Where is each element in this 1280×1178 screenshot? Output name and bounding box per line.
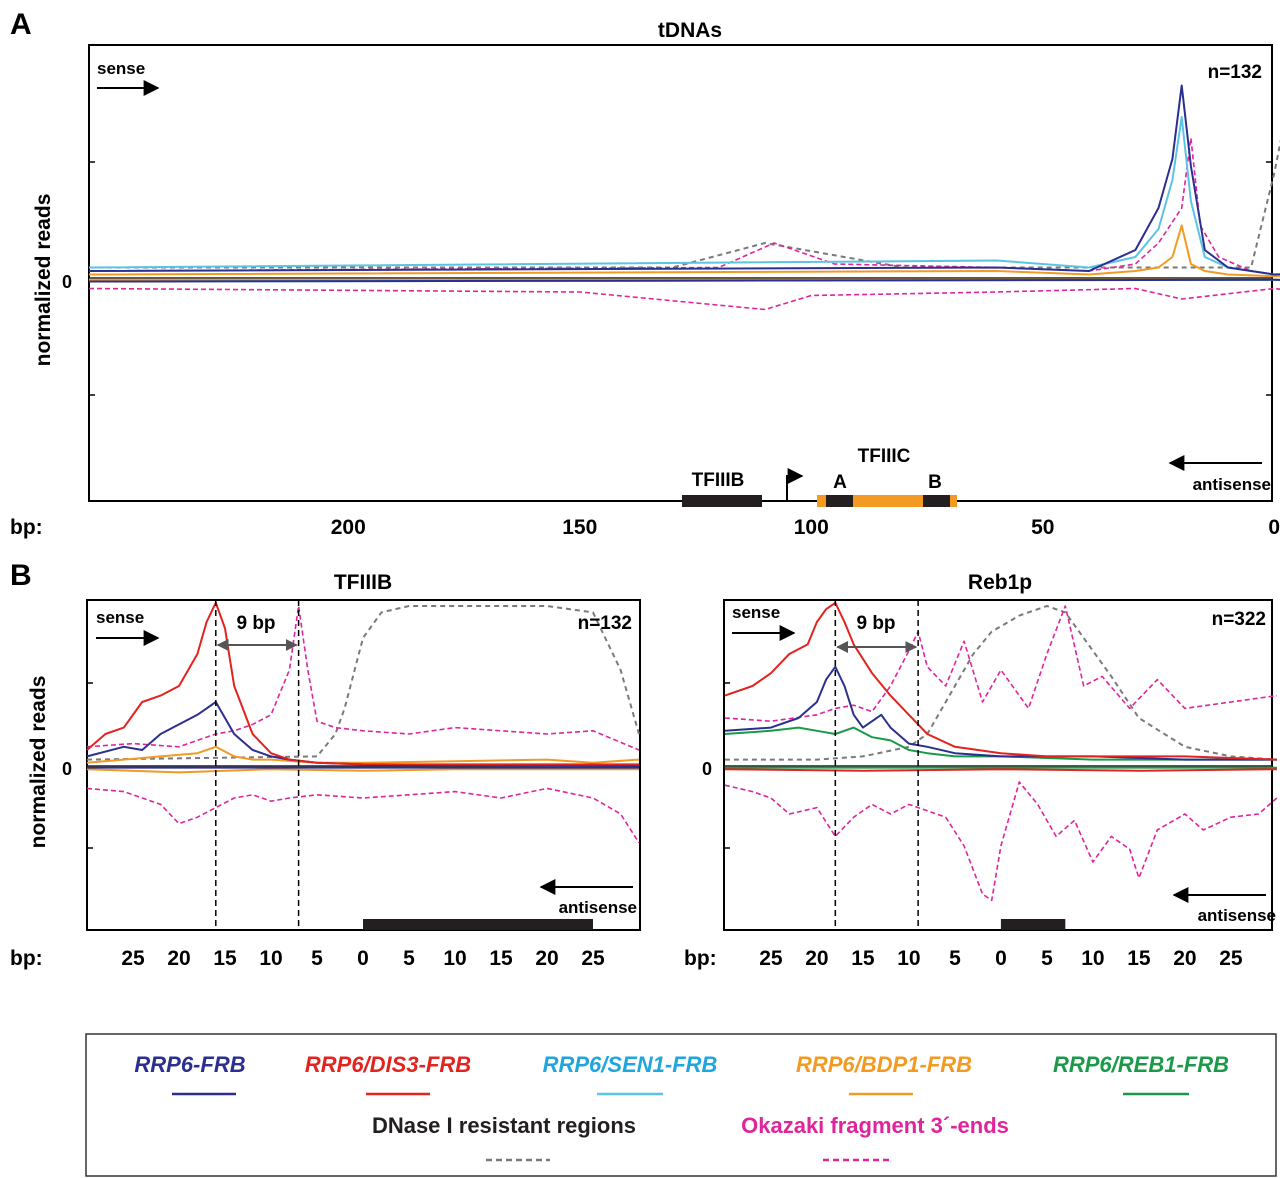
panel-a-series-sen1-antisense [88,278,1280,283]
tfiiib-panel-x-tick-label: 10 [259,947,282,970]
reb1p-panel-x-tick-label: 15 [851,947,875,970]
panel-a-series-okazaki-antisense [88,287,1280,311]
box-b-bar [923,495,950,507]
tfiiib-panel-x-tick-label: 20 [535,947,558,970]
reb1p-panel-spacing-label: 9 bp [856,613,895,634]
tfiiib-panel-x-tick-label: 15 [489,947,513,970]
reb1p-panel-x-tick-label: 20 [805,947,828,970]
panel-a-series-sen1-sense [88,116,1280,276]
tfiiib-binding-bar [682,495,762,507]
reb1p-panel-series-okazaki-sense [724,605,1278,723]
legend-sen1-label: RRP6/SEN1-FRB [543,1052,718,1077]
reb1p-panel-series-dis3-antisense [724,768,1277,772]
tfiiib-panel-series-dis3-sense [86,601,639,766]
legend-reb1-label: RRP6/REB1-FRB [1053,1052,1229,1077]
reb1p-panel-series-dis3-sense [724,601,1277,761]
panel-a-x-tick-label: 0 [1268,516,1280,539]
panel-a-series-bdp1-sense [88,224,1280,278]
reb1p-panel-sense-label: sense [732,603,780,622]
tfiiib-panel-series-okazaki-sense [86,605,640,751]
legend-okazaki-label: Okazaki fragment 3´-ends [741,1113,1009,1138]
reb1p-panel-x-tick-label: 25 [1219,947,1243,970]
panel-a-x-tick-label: 200 [331,516,366,539]
reb1p-panel-bp-label: bp: [684,947,717,970]
panel-a-bp-label: bp: [10,516,43,539]
legend-dnase-label: DNase I resistant regions [372,1113,636,1138]
tfiiic-label: TFIIIC [858,446,911,467]
reb1p-panel-x-ticks: 25 20 15 10 5 0 5 10 15 20 25 [759,947,1243,970]
tfiiib-label: TFIIIB [692,470,745,491]
panel-a-zero-label: 0 [62,272,72,292]
reb1p-panel-x-tick-label: 25 [759,947,783,970]
tfiiib-panel-zero-label: 0 [62,759,72,779]
tfiiib-panel-n-label: n=132 [578,613,632,634]
tfiiib-panel-series-okazaki-antisense [86,787,640,844]
tfiiib-panel-x-tick-label: 5 [311,947,323,970]
reb1p-panel-title: Reb1p [968,571,1032,594]
panel-a-antisense-label: antisense [1193,475,1271,494]
reb1p-panel-x-tick-label: 5 [949,947,961,970]
box-b-label: B [928,472,942,493]
panel-a-title: tDNAs [658,19,722,42]
tfiiib-panel-antisense-label: antisense [559,898,637,917]
reb1p-panel-x-tick-label: 10 [1081,947,1104,970]
panel-a-sense-label: sense [97,59,145,78]
tfiiib-panel-x-tick-label: 25 [121,947,145,970]
reb1p-panel-series-dnase-sense [724,605,1277,761]
reb1p-panel-plot-area [724,600,1278,930]
tfiiib-panel-series-bdp1-antisense [86,768,639,774]
reb1p-panel-series-rrp6-sense [724,665,1277,761]
reb1p-panel-x-tick-label: 20 [1173,947,1196,970]
tfiiib-panel-series-dnase-sense [86,605,640,761]
reb1p-panel-x-tick-label: 0 [995,947,1007,970]
panel-a-x-tick-label: 50 [1031,516,1054,539]
box-a-bar [826,495,853,507]
panel-a-series-okazaki-sense [88,137,1280,276]
tfiiib-panel-spacing-label: 9 bp [236,613,275,634]
legend-bdp1-label: RRP6/BDP1-FRB [796,1052,972,1077]
panel-a-letter: A [10,8,32,41]
legend-rrp6-label: RRP6-FRB [134,1052,245,1077]
tfiiib-panel-x-tick-label: 0 [357,947,369,970]
tfiiib-panel-binding-site-bar [363,919,593,930]
reb1p-panel-series-okazaki-antisense [724,781,1278,902]
transcription-start-arrow [786,468,804,500]
panel-a-x-tick-label: 150 [562,516,597,539]
tfiiib-panel-x-tick-label: 10 [443,947,466,970]
panel-a-ylabel: normalized reads [32,194,55,367]
panel-a-n-label: n=132 [1208,62,1262,83]
reb1p-panel-x-tick-label: 10 [897,947,920,970]
box-a-label: A [833,472,847,493]
panel-b-letter: B [10,559,32,592]
tfiiib-panel-series-bdp1-sense [86,745,640,764]
panel-a-series-rrp6-sense [88,84,1280,276]
reb1p-panel-series-reb1-sense [724,726,1277,761]
tfiiib-panel-x-tick-label: 25 [581,947,605,970]
tfiiib-panel-x-tick-label: 20 [167,947,190,970]
reb1p-panel-antisense-label: antisense [1198,906,1276,925]
legend-dis3-label: RRP6/DIS3-FRB [305,1052,471,1077]
tfiiib-panel-bp-label: bp: [10,947,43,970]
reb1p-panel-x-tick-label: 15 [1127,947,1151,970]
reb1p-panel-x-tick-label: 5 [1041,947,1053,970]
panel-a-x-ticks: 20015010050050100150200 [331,516,1280,539]
tfiiib-panel-sense-label: sense [96,608,144,627]
panel-a-x-tick-label: 100 [794,516,829,539]
reb1p-panel-n-label: n=322 [1212,609,1266,630]
tfiiib-panel-x-tick-label: 15 [213,947,237,970]
reb1p-panel-binding-site-bar [1000,919,1066,930]
reb1p-panel-frame [723,599,1273,931]
tfiiib-panel-title: TFIIIB [334,571,392,594]
tfiiib-panel-plot-area [86,600,640,930]
legend-box [85,1033,1277,1177]
panel-a-plot-area [88,84,1280,311]
reb1p-panel-zero-label: 0 [702,759,712,779]
panel-a-frame [88,44,1273,502]
panel-a-series-dnase-sense [89,139,1280,269]
tfiiib-panel-x-ticks: 25 20 15 10 5 0 5 10 15 20 25 [121,947,605,970]
tfiiib-panel-ylabel: normalized reads [27,676,50,849]
tfiiib-panel-x-tick-label: 5 [403,947,415,970]
